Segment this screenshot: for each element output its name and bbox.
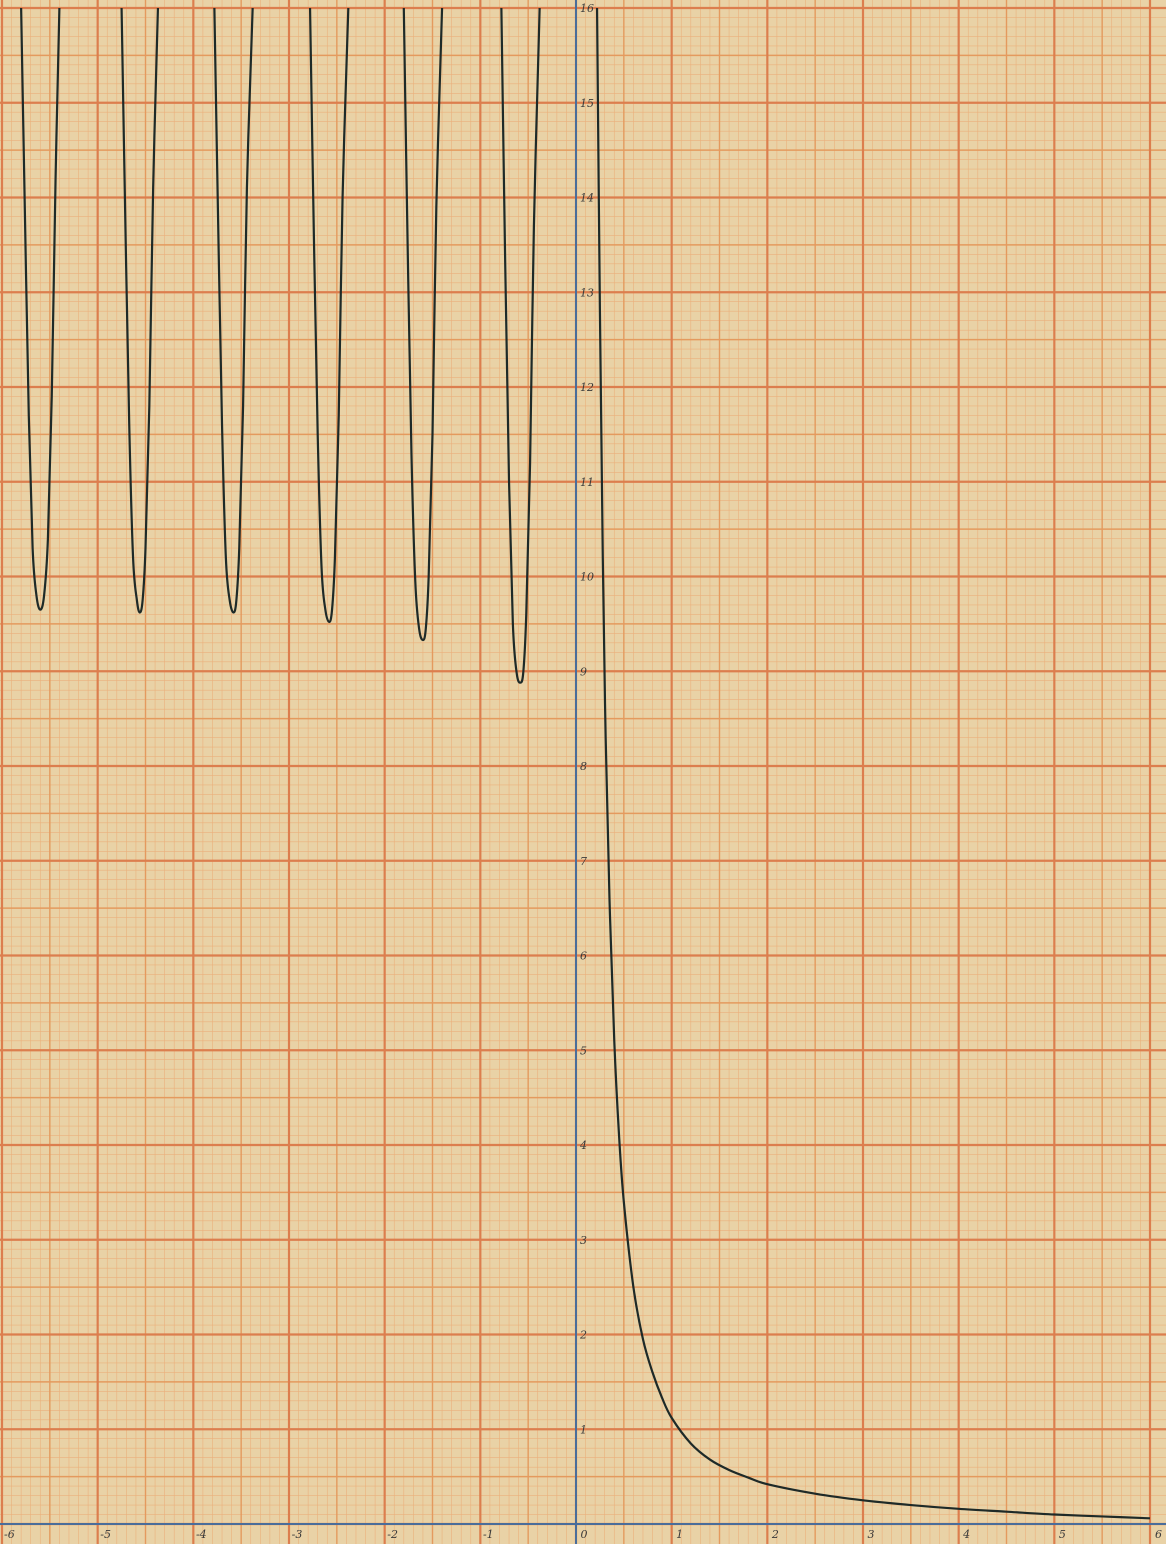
curve-branch-2 xyxy=(120,7,160,614)
y-tick-label: 5 xyxy=(580,1044,587,1057)
y-tick-label: 9 xyxy=(580,665,587,678)
x-tick-label: -2 xyxy=(387,1528,398,1541)
curve-branch-3 xyxy=(213,7,254,614)
x-tick-label: -1 xyxy=(483,1528,494,1541)
y-tick-label: 4 xyxy=(579,1139,587,1152)
x-tick-label: -4 xyxy=(196,1528,207,1541)
curve-branch-6 xyxy=(500,7,541,684)
curve-branch-4 xyxy=(308,7,350,624)
x-tick-label: -3 xyxy=(292,1528,303,1541)
y-tick-label: 16 xyxy=(580,2,594,15)
x-tick-label: 4 xyxy=(962,1528,970,1541)
y-tick-label: 12 xyxy=(580,381,594,394)
y-tick-label: 2 xyxy=(579,1329,587,1342)
x-tick-label: 5 xyxy=(1059,1528,1066,1541)
y-tick-label: 14 xyxy=(580,192,594,205)
x-tick-label: 3 xyxy=(868,1528,875,1541)
y-tick-label: 10 xyxy=(580,571,594,584)
curve-branch-7 xyxy=(595,7,1151,1520)
y-tick-label: 13 xyxy=(580,286,594,299)
curve-branch-5 xyxy=(402,7,444,642)
y-tick-label: 3 xyxy=(580,1234,587,1247)
y-tick-label: 15 xyxy=(580,97,594,110)
y-tick-label: 11 xyxy=(580,476,594,489)
plot-curves xyxy=(20,7,1151,1520)
x-tick-label: -6 xyxy=(4,1528,15,1541)
x-tick-labels: -6 -5 -4 -3 -2 -1 0 1 2 3 4 5 6 xyxy=(4,1528,1162,1541)
y-tick-label: 8 xyxy=(580,760,587,773)
y-tick-label: 7 xyxy=(580,855,587,868)
curve-branch-1 xyxy=(20,7,61,611)
y-tick-label: 6 xyxy=(580,950,587,963)
x-tick-label: 6 xyxy=(1155,1528,1162,1541)
x-tick-label: 1 xyxy=(676,1528,683,1541)
x-tick-label: 2 xyxy=(771,1528,779,1541)
x-tick-label: -5 xyxy=(100,1528,111,1541)
x-tick-label: 0 xyxy=(581,1528,588,1541)
y-tick-label: 1 xyxy=(580,1423,587,1436)
